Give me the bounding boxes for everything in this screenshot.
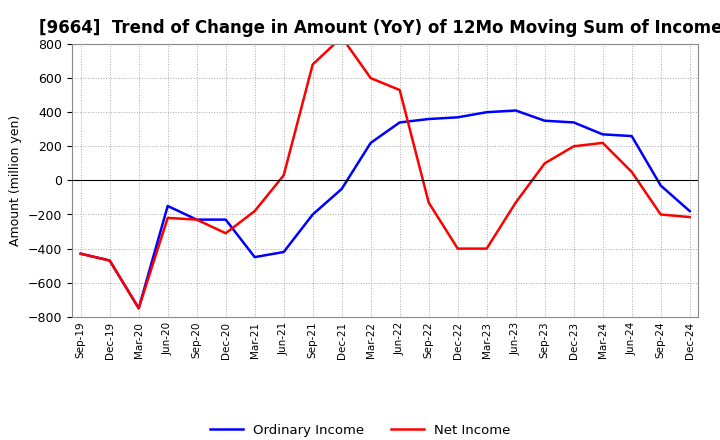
- Net Income: [598, 140, 607, 146]
- Line: Ordinary Income: Ordinary Income: [81, 110, 690, 308]
- Net Income: [163, 215, 172, 220]
- Net Income: [251, 209, 259, 214]
- Ordinary Income: [366, 140, 375, 146]
- Ordinary Income: [570, 120, 578, 125]
- Net Income: [685, 214, 694, 220]
- Ordinary Income: [424, 116, 433, 121]
- Ordinary Income: [135, 306, 143, 311]
- Net Income: [221, 231, 230, 236]
- Ordinary Income: [685, 209, 694, 214]
- Net Income: [366, 76, 375, 81]
- Ordinary Income: [251, 254, 259, 260]
- Legend: Ordinary Income, Net Income: Ordinary Income, Net Income: [204, 418, 516, 440]
- Ordinary Income: [76, 251, 85, 257]
- Net Income: [541, 161, 549, 166]
- Ordinary Income: [627, 133, 636, 139]
- Net Income: [570, 143, 578, 149]
- Line: Net Income: Net Income: [81, 37, 690, 308]
- Net Income: [76, 251, 85, 257]
- Ordinary Income: [598, 132, 607, 137]
- Net Income: [424, 200, 433, 205]
- Net Income: [192, 217, 201, 222]
- Ordinary Income: [657, 183, 665, 188]
- Net Income: [105, 258, 114, 263]
- Ordinary Income: [511, 108, 520, 113]
- Ordinary Income: [395, 120, 404, 125]
- Ordinary Income: [308, 212, 317, 217]
- Net Income: [627, 169, 636, 175]
- Ordinary Income: [454, 115, 462, 120]
- Net Income: [279, 172, 288, 178]
- Net Income: [657, 212, 665, 217]
- Ordinary Income: [541, 118, 549, 123]
- Ordinary Income: [192, 217, 201, 222]
- Y-axis label: Amount (million yen): Amount (million yen): [9, 115, 22, 246]
- Net Income: [395, 88, 404, 93]
- Net Income: [338, 34, 346, 40]
- Ordinary Income: [163, 203, 172, 209]
- Title: [9664]  Trend of Change in Amount (YoY) of 12Mo Moving Sum of Incomes: [9664] Trend of Change in Amount (YoY) o…: [38, 19, 720, 37]
- Ordinary Income: [221, 217, 230, 222]
- Net Income: [511, 200, 520, 205]
- Net Income: [135, 306, 143, 311]
- Net Income: [308, 62, 317, 67]
- Ordinary Income: [338, 186, 346, 191]
- Net Income: [454, 246, 462, 251]
- Ordinary Income: [482, 110, 491, 115]
- Ordinary Income: [105, 258, 114, 263]
- Net Income: [482, 246, 491, 251]
- Ordinary Income: [279, 249, 288, 255]
